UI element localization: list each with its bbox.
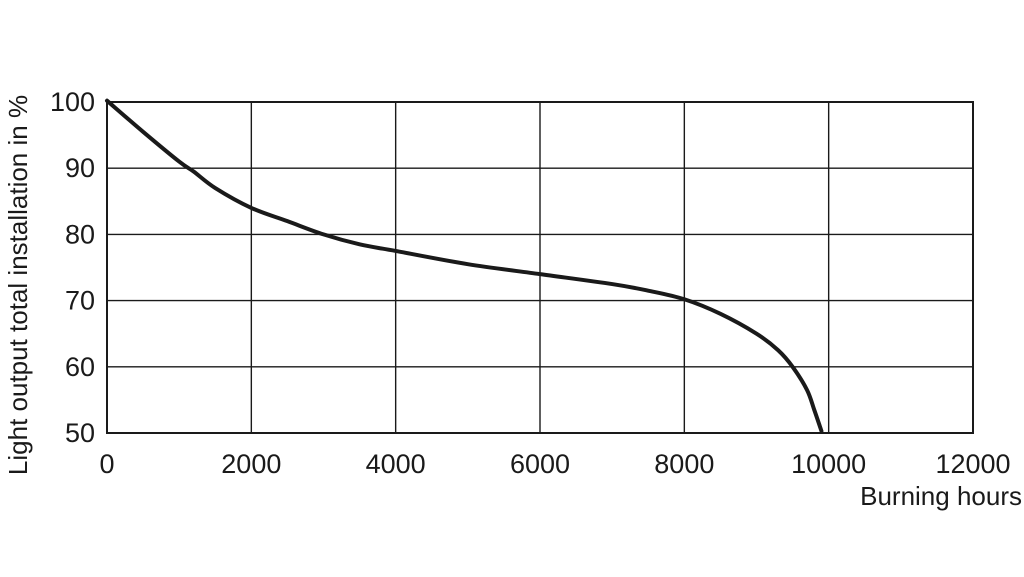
x-tick-label: 10000: [791, 449, 866, 479]
y-tick-label: 100: [50, 87, 95, 117]
y-tick-label: 50: [65, 418, 95, 448]
y-tick-label: 80: [65, 219, 95, 249]
y-tick-label: 60: [65, 352, 95, 382]
x-tick-label: 4000: [366, 449, 426, 479]
plot-frame: [106, 101, 974, 434]
x-tick-labels: 0 2000 4000 6000 8000 10000 12000: [99, 449, 1010, 479]
x-tick-label: 0: [99, 449, 114, 479]
x-tick-label: 6000: [510, 449, 570, 479]
y-axis-title: Light output total installation in %: [3, 95, 33, 475]
y-tick-label: 70: [65, 286, 95, 316]
x-tick-label: 12000: [935, 449, 1010, 479]
y-tick-label: 90: [65, 153, 95, 183]
x-tick-label: 2000: [221, 449, 281, 479]
x-tick-label: 8000: [654, 449, 714, 479]
x-axis-title: Burning hours: [860, 481, 1022, 511]
light-output-curve: [105, 98, 824, 434]
y-tick-labels: 50 60 70 80 90 100: [50, 87, 95, 448]
gridlines: [107, 102, 973, 433]
